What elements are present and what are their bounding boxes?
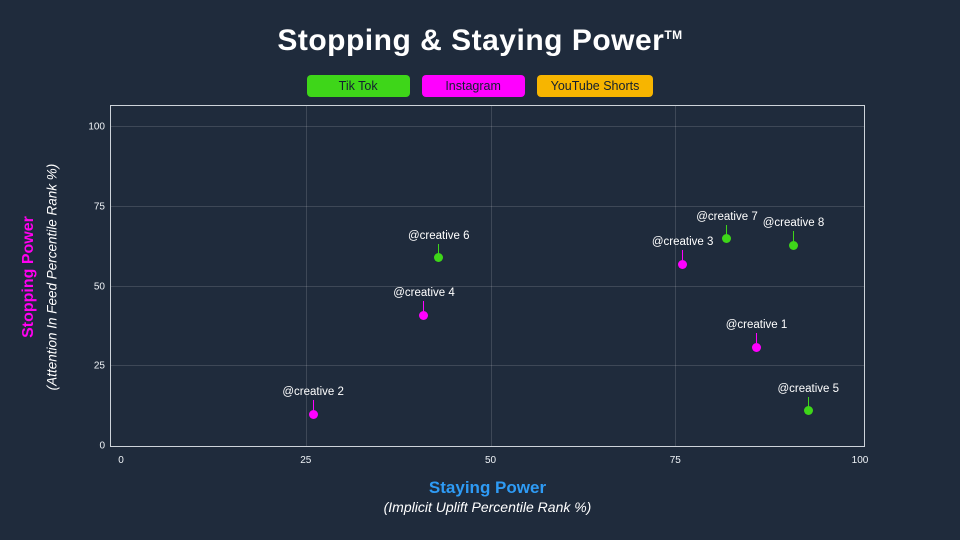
x-tick-label-75: 75	[669, 455, 681, 466]
gridline-x-75	[675, 106, 677, 446]
point-dot-creative-6[interactable]	[434, 253, 444, 263]
x-tick-label-25: 25	[300, 455, 312, 466]
point-label-creative-4: @creative 4	[393, 287, 455, 300]
trademark-mark: TM	[664, 28, 683, 42]
gridline-x-50	[490, 106, 492, 446]
point-dot-creative-3[interactable]	[678, 259, 688, 269]
point-dot-creative-5[interactable]	[803, 406, 813, 416]
y-tick-label-75: 75	[93, 201, 105, 213]
y-tick-label-0: 0	[99, 440, 105, 452]
point-stem	[438, 243, 440, 254]
chart-title: Stopping & Staying PowerTM	[0, 24, 960, 58]
point-dot-creative-8[interactable]	[788, 240, 798, 250]
point-label-creative-3: @creative 3	[651, 236, 714, 249]
legend-item-youtube-shorts[interactable]: YouTube Shorts	[536, 75, 654, 97]
y-axis-title-text: Stopping Power	[20, 216, 37, 338]
y-tick-label-25: 25	[93, 360, 105, 372]
point-stem	[726, 224, 728, 235]
point-label-creative-5: @creative 5	[777, 382, 840, 395]
point-stem	[682, 250, 684, 261]
point-stem	[423, 301, 425, 312]
point-stem	[756, 333, 758, 344]
gridline-y-50	[111, 285, 864, 287]
y-axis-subtitle-text: (Attention In Feed Percentile Rank %)	[44, 163, 60, 391]
point-stem	[792, 231, 794, 242]
legend: Tik Tok Instagram YouTube Shorts	[0, 75, 960, 97]
gridline-y-25	[111, 365, 864, 367]
legend-item-tik-tok[interactable]: Tik Tok	[306, 75, 410, 97]
legend-item-instagram[interactable]: Instagram	[421, 75, 525, 97]
point-dot-creative-1[interactable]	[752, 342, 762, 352]
plot-area: 0 25 50 75 100 0 25 50 75 100 @creative 5 @creative…	[88, 105, 868, 466]
point-dot-creative-2[interactable]	[308, 409, 318, 419]
y-tick-label-100: 100	[88, 121, 105, 133]
x-tick-label-50: 50	[484, 455, 497, 466]
x-tick-label-0: 0	[118, 455, 124, 466]
gridline-y-100	[111, 126, 864, 127]
point-stem	[312, 400, 314, 411]
gridline-y-75	[111, 205, 864, 207]
x-axis-subtitle: (Implicit Uplift Percentile Rank %)	[383, 499, 592, 515]
y-tick-label-50: 50	[93, 281, 105, 292]
point-label-creative-8: @creative 8	[762, 217, 825, 230]
point-label-creative-1: @creative 1	[725, 319, 788, 332]
chart-title-text: Stopping & Staying Power	[277, 24, 665, 57]
gridline-x-25	[305, 106, 307, 446]
point-dot-creative-4[interactable]	[419, 310, 429, 320]
point-dot-creative-7[interactable]	[722, 234, 732, 244]
point-stem	[807, 396, 809, 407]
point-label-creative-2: @creative 2	[282, 386, 344, 399]
x-tick-label-100: 100	[851, 455, 869, 466]
x-axis-title: Staying Power	[428, 478, 547, 497]
plot-inner: 0 25 50 75 100 0 25 50 75 100 @creative 5 @creative…	[88, 106, 868, 466]
point-label-creative-6: @creative 6	[407, 229, 470, 242]
point-label-creative-7: @creative 7	[696, 210, 758, 223]
